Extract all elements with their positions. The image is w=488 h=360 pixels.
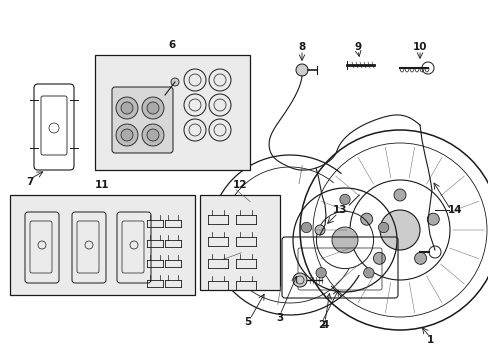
Text: 5: 5 bbox=[244, 317, 251, 327]
Text: 2: 2 bbox=[318, 320, 325, 330]
Circle shape bbox=[379, 210, 419, 250]
Circle shape bbox=[116, 97, 138, 119]
Circle shape bbox=[121, 129, 133, 141]
Circle shape bbox=[142, 97, 163, 119]
Text: 4: 4 bbox=[321, 320, 328, 330]
Circle shape bbox=[339, 194, 349, 204]
Circle shape bbox=[142, 124, 163, 146]
Circle shape bbox=[295, 64, 307, 76]
Text: 1: 1 bbox=[426, 335, 433, 345]
Bar bbox=[95, 55, 249, 170]
Circle shape bbox=[116, 124, 138, 146]
Text: 14: 14 bbox=[447, 205, 461, 215]
Text: 8: 8 bbox=[298, 42, 305, 52]
Text: 11: 11 bbox=[95, 180, 109, 190]
Circle shape bbox=[315, 267, 325, 278]
Circle shape bbox=[427, 213, 438, 225]
Circle shape bbox=[314, 225, 325, 235]
Text: 3: 3 bbox=[276, 313, 283, 323]
Circle shape bbox=[414, 252, 426, 264]
Circle shape bbox=[373, 252, 385, 264]
Text: 12: 12 bbox=[232, 180, 247, 190]
Bar bbox=[200, 195, 280, 290]
Circle shape bbox=[147, 129, 159, 141]
Circle shape bbox=[378, 222, 388, 233]
Text: 7: 7 bbox=[26, 177, 34, 187]
Text: 10: 10 bbox=[412, 42, 427, 52]
Circle shape bbox=[393, 189, 405, 201]
Circle shape bbox=[331, 227, 357, 253]
Circle shape bbox=[171, 78, 179, 86]
Bar bbox=[10, 195, 195, 295]
Text: 6: 6 bbox=[168, 40, 175, 50]
FancyBboxPatch shape bbox=[112, 87, 173, 153]
Circle shape bbox=[301, 222, 311, 233]
Text: 13: 13 bbox=[332, 205, 346, 215]
Circle shape bbox=[147, 102, 159, 114]
Circle shape bbox=[360, 213, 372, 225]
Circle shape bbox=[292, 273, 306, 287]
Circle shape bbox=[121, 102, 133, 114]
Text: 9: 9 bbox=[354, 42, 361, 52]
Circle shape bbox=[363, 267, 373, 278]
